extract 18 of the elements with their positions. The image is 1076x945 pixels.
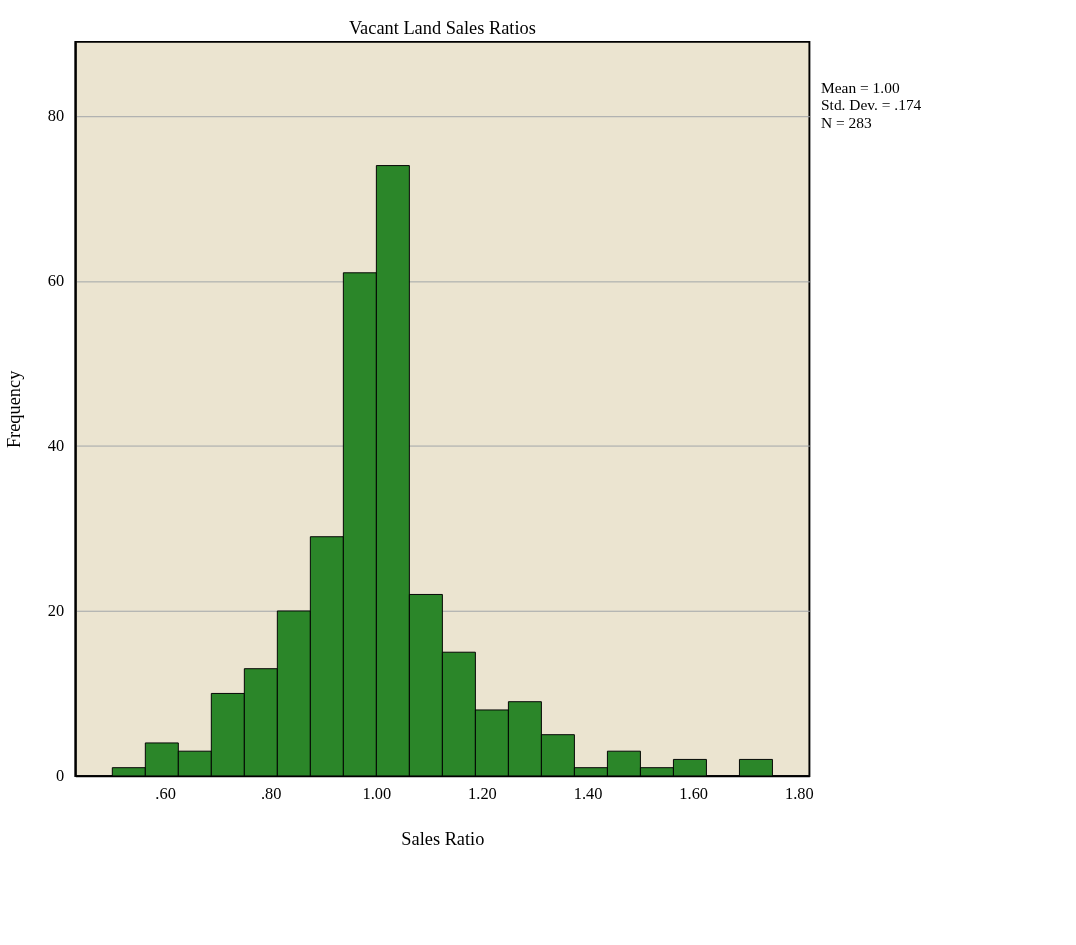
x-tick-label: .80 [260,783,282,803]
x-tick-label: .60 [155,783,176,803]
y-tick-label: 60 [47,271,65,291]
y-axis-title: Frequency [3,369,24,449]
y-tick-label: 80 [47,106,65,126]
text: N = 283 [821,113,873,131]
x-tick-label: 1.00 [362,783,392,803]
x-tick-label: 1.60 [679,783,709,803]
text: Mean = 1.00 [821,79,900,97]
chart-title: Vacant Land Sales Ratios [348,18,536,39]
y-tick-label: 0 [56,766,65,786]
y-tick-label: 40 [47,436,65,456]
x-tick-label: 1.80 [784,783,814,803]
x-axis-title: Sales Ratio [401,828,485,849]
text: Std. Dev. = .174 [821,96,922,114]
x-tick-label: 1.20 [468,783,497,803]
x-tick-label: 1.40 [573,783,603,803]
y-tick-label: 20 [47,601,65,621]
